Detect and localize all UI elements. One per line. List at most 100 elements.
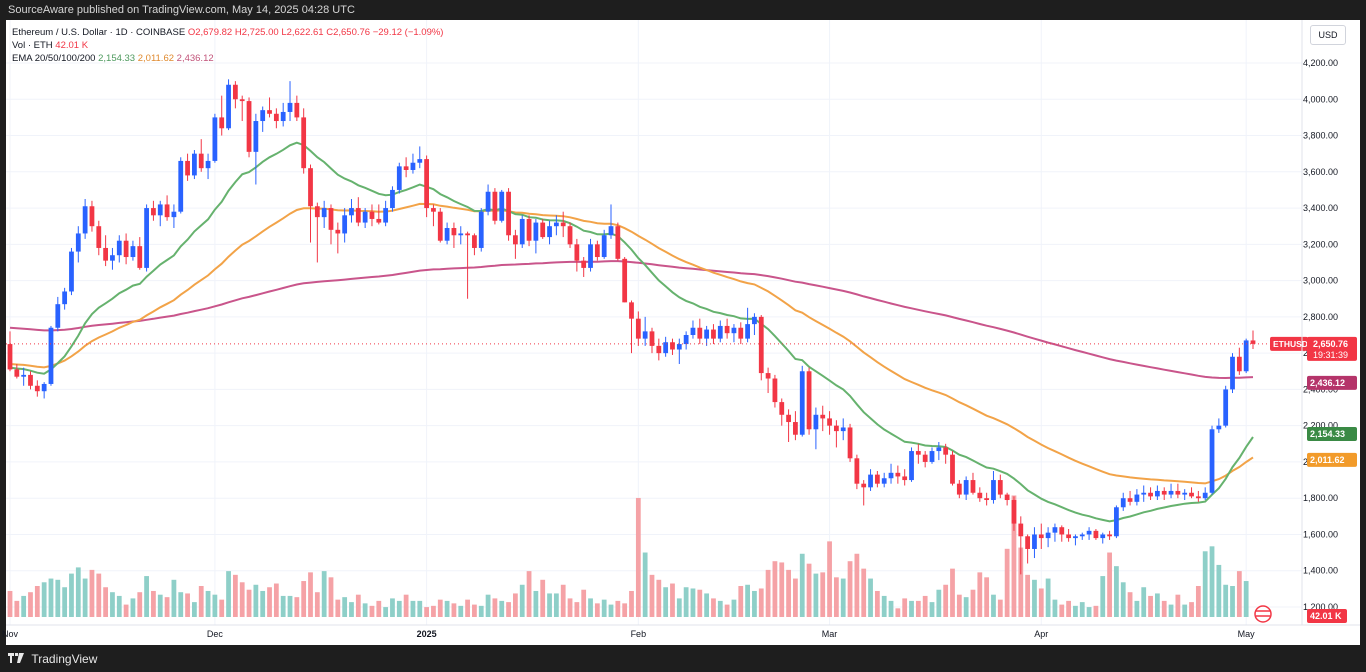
volume-bar — [396, 600, 402, 617]
volume-bar — [246, 589, 252, 617]
candle-body — [895, 472, 901, 477]
volume-bar — [1216, 564, 1222, 617]
candle-body — [444, 228, 450, 241]
volume-bar — [1066, 600, 1071, 617]
volume-bar — [717, 600, 723, 617]
volume-bar — [840, 578, 846, 617]
volume-bar — [977, 572, 983, 617]
symbol-tag-text: ETHUSD — [1273, 339, 1308, 349]
candle-body — [874, 474, 880, 484]
candle-body — [185, 160, 190, 176]
candle-body — [390, 189, 395, 209]
volume-bar — [513, 593, 518, 617]
volume-bar — [355, 594, 361, 617]
volume-bar — [711, 598, 716, 617]
candle-body — [21, 374, 27, 377]
y-tick-label: 3,400.00 — [1303, 203, 1338, 213]
volume-bar — [410, 600, 416, 617]
volume-bar — [192, 602, 197, 617]
candle-body — [219, 117, 225, 129]
volume-label[interactable]: Vol · ETH — [12, 40, 53, 51]
volume-bar — [465, 599, 470, 617]
volume-bar — [226, 571, 231, 617]
volume-bar — [929, 602, 935, 617]
last-price-tag-bg — [1307, 336, 1357, 361]
candle-body — [362, 211, 368, 223]
volume-bar — [1223, 584, 1229, 617]
candle-body — [28, 374, 33, 386]
candle-body — [321, 208, 327, 218]
currency-button[interactable]: USD — [1310, 25, 1346, 45]
volume-bar — [41, 582, 47, 617]
ema20-value: 2,154.33 — [98, 53, 136, 64]
candle-body — [1052, 527, 1058, 533]
candle-body — [451, 228, 457, 236]
price-chart[interactable]: 4,200.00 4,000.00 3,800.00 3,600.00 3,400.00… — [0, 20, 1366, 645]
candle-body — [123, 240, 129, 258]
volume-bar — [55, 579, 61, 617]
candle-body — [779, 402, 785, 415]
candle-body — [984, 498, 990, 501]
volume-bar — [970, 589, 976, 617]
candle-body — [861, 483, 867, 488]
candle-body — [635, 318, 641, 339]
candle-body — [1011, 500, 1017, 524]
volume-bar — [1045, 578, 1051, 617]
candle-body — [717, 325, 723, 339]
volume-bar — [478, 605, 484, 617]
candle-body — [403, 166, 409, 170]
volume-bar — [588, 598, 593, 617]
volume-bar — [123, 604, 129, 617]
candle-body — [902, 476, 908, 481]
candle-body — [260, 110, 266, 122]
countdown-text: 19:31:39 — [1313, 350, 1348, 360]
symbol-name[interactable]: Ethereum / U.S. Dollar · 1D · COINBASE — [12, 27, 186, 38]
y-tick-label: 4,200.00 — [1303, 58, 1338, 68]
volume-bar — [697, 589, 703, 617]
volume-bar — [943, 584, 949, 617]
candle-body — [164, 204, 170, 218]
y-tick-label: 1,200.00 — [1303, 602, 1338, 612]
volume-bar — [417, 600, 423, 617]
volume-bar — [833, 577, 839, 617]
candle-body — [246, 101, 252, 152]
volume-bar — [499, 600, 505, 617]
volume-tag-bg — [1307, 609, 1347, 623]
high-value: H2,725.00 — [234, 27, 279, 38]
volume-bar — [997, 599, 1003, 617]
volume-bar — [984, 577, 990, 617]
candle-body — [75, 233, 81, 252]
volume-bar — [827, 541, 832, 617]
volume-bar — [854, 553, 860, 617]
candle-body — [110, 255, 115, 261]
candle-body — [1243, 340, 1249, 372]
candle-body — [335, 229, 341, 234]
candle-body — [601, 235, 607, 258]
candle-body — [308, 168, 313, 207]
volume-bar — [663, 587, 669, 617]
x-tick-label: Feb — [631, 629, 647, 639]
volume-bar — [1018, 547, 1024, 617]
volume-bar — [793, 578, 798, 617]
volume-bar — [116, 595, 122, 617]
volume-bar — [1025, 574, 1031, 617]
x-tick-label: May — [1238, 629, 1256, 639]
candle-body — [1250, 340, 1256, 344]
volume-bar — [96, 573, 102, 617]
candle-body — [1230, 356, 1235, 390]
volume-bar — [874, 590, 880, 617]
ema-label[interactable]: EMA 20/50/100/200 — [12, 53, 96, 64]
candle-body — [656, 345, 662, 354]
candle-body — [670, 342, 675, 350]
volume-bar — [758, 588, 764, 617]
candle-body — [1120, 498, 1126, 508]
tradingview-logo-icon — [8, 646, 24, 672]
candle-body — [55, 304, 61, 328]
volume-bar — [178, 592, 184, 617]
volume-bar — [676, 598, 682, 617]
candle-body — [328, 208, 334, 230]
candle-body — [1066, 534, 1071, 539]
x-tick-label: Dec — [207, 629, 224, 639]
volume-bar — [1107, 552, 1112, 617]
candle-body — [772, 378, 778, 403]
